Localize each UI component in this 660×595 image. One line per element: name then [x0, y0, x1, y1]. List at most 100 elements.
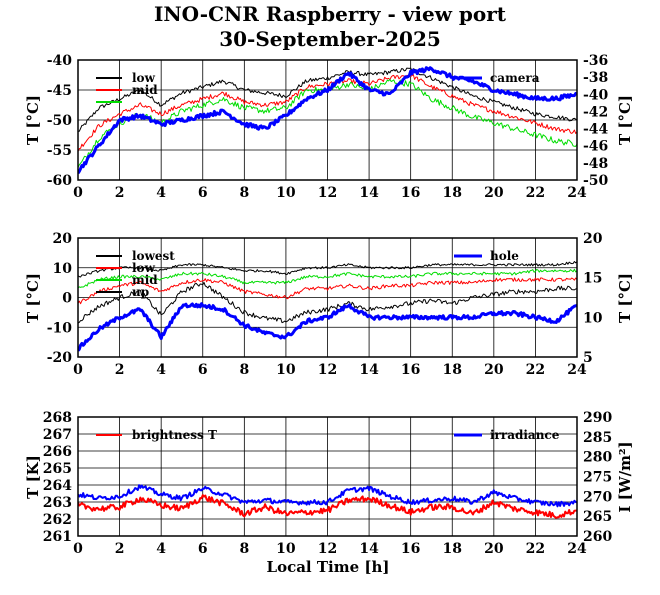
- x-tick-label: 12: [318, 541, 337, 557]
- y-right-tick-label: -40: [583, 87, 609, 103]
- x-tick-label: 22: [526, 541, 545, 557]
- x-tick-label: 2: [115, 362, 125, 378]
- x-tick-label: 24: [567, 185, 587, 201]
- series-line: [78, 281, 577, 324]
- chart-subtitle: 30-September-2025: [219, 27, 441, 51]
- y-right-tick-label: 260: [583, 529, 612, 545]
- y-right-tick-label: 15: [583, 271, 602, 287]
- y-tick-label: 0: [62, 291, 72, 307]
- series-line: [78, 66, 577, 175]
- y-right-tick-label: 5: [583, 350, 593, 366]
- x-tick-label: 6: [198, 541, 208, 557]
- y-tick-label: 262: [43, 512, 72, 528]
- y-tick-label: 266: [43, 444, 72, 460]
- y-right-tick-label: -36: [583, 53, 608, 69]
- x-tick-label: 10: [276, 362, 296, 378]
- y-axis-label: T [°C]: [24, 273, 42, 323]
- y-axis-label: T [°C]: [24, 95, 42, 145]
- x-tick-label: 2: [115, 185, 125, 201]
- panel-camera: 0 2 4 6 8 10 12 14 16 18 20 22 24-60-55-50-45-40-50-…: [24, 53, 634, 201]
- x-tick-label: 24: [567, 362, 587, 378]
- y-tick-label: -40: [47, 53, 73, 69]
- y-right-tick-label: -38: [583, 70, 608, 86]
- plot-frame: [77, 237, 578, 358]
- y-axis-label-right: T [°C]: [616, 273, 634, 323]
- y-right-tick-label: 290: [583, 410, 612, 426]
- x-tick-label: 4: [156, 541, 166, 557]
- y-right-tick-label: 20: [583, 231, 603, 247]
- y-right-tick-label: -48: [583, 156, 608, 172]
- x-tick-label: 6: [198, 362, 208, 378]
- y-tick-label: 267: [43, 427, 72, 443]
- x-tick-label: 8: [239, 541, 249, 557]
- chart-title: INO-CNR Raspberry - view port: [154, 2, 507, 26]
- series-group: [78, 66, 577, 175]
- x-tick-label: 14: [359, 362, 379, 378]
- x-tick-label: 18: [443, 185, 462, 201]
- y-right-tick-label: 10: [583, 310, 603, 326]
- y-right-tick-label: -50: [583, 173, 609, 189]
- legend-label: mid: [132, 273, 158, 287]
- y-tick-label: 261: [43, 529, 72, 545]
- y-tick-label: 265: [43, 461, 72, 477]
- series-line: [78, 494, 577, 519]
- x-tick-label: 22: [526, 185, 545, 201]
- series-group: [78, 261, 577, 352]
- x-tick-label: 8: [239, 185, 249, 201]
- x-tick-label: 12: [318, 185, 337, 201]
- y-axis-label: T [K]: [24, 455, 42, 499]
- legend-label: irradiance: [490, 428, 560, 442]
- y-right-tick-label: -46: [583, 139, 608, 155]
- legend-label: low: [132, 71, 156, 85]
- x-tick-label: 10: [276, 185, 296, 201]
- legend-label: low: [132, 261, 156, 275]
- legend-label: mid: [132, 83, 158, 97]
- y-tick-label: 20: [53, 231, 73, 247]
- x-tick-label: 16: [401, 185, 420, 201]
- x-tick-label: 18: [443, 541, 462, 557]
- x-tick-label: 20: [484, 362, 504, 378]
- y-right-tick-label: -42: [583, 104, 608, 120]
- y-tick-label: -45: [47, 83, 72, 99]
- y-tick-label: 263: [43, 495, 72, 511]
- y-tick-label: 268: [43, 410, 72, 426]
- series-line: [78, 302, 577, 352]
- x-tick-label: 14: [359, 541, 379, 557]
- x-tick-label: 24: [567, 541, 587, 557]
- x-tick-label: 20: [484, 185, 504, 201]
- series-line: [78, 484, 577, 508]
- x-tick-label: 22: [526, 362, 545, 378]
- x-tick-label: 4: [156, 362, 166, 378]
- legend-label: camera: [490, 71, 540, 85]
- plot-frame: [77, 416, 578, 537]
- y-tick-label: -20: [47, 350, 73, 366]
- y-tick-label: -50: [47, 113, 73, 129]
- x-tick-label: 16: [401, 362, 420, 378]
- legend-label: brightness T: [132, 428, 217, 442]
- x-tick-label: 10: [276, 541, 296, 557]
- series-group: [78, 484, 577, 519]
- x-axis-label: Local Time [h]: [267, 558, 390, 576]
- y-right-tick-label: 280: [583, 450, 612, 466]
- x-tick-label: 6: [198, 185, 208, 201]
- y-right-tick-label: 265: [583, 509, 612, 525]
- y-right-tick-label: 285: [583, 430, 612, 446]
- legend-label: hole: [490, 249, 519, 263]
- x-tick-label: 16: [401, 541, 420, 557]
- series-line: [78, 261, 577, 278]
- y-right-tick-label: 275: [583, 470, 612, 486]
- series-line: [78, 67, 577, 132]
- plot-frame: [77, 59, 578, 181]
- legend-label: up: [132, 285, 149, 299]
- panel-hole: 0 2 4 6 8 10 12 14 16 18 20 22 24-20-10010205101520T…: [24, 231, 634, 378]
- y-right-tick-label: -44: [583, 122, 609, 138]
- x-tick-label: 20: [484, 541, 504, 557]
- y-right-tick-label: 270: [583, 489, 612, 505]
- x-tick-label: 0: [73, 185, 83, 201]
- x-tick-label: 0: [73, 362, 83, 378]
- y-axis-label-right: T [°C]: [616, 95, 634, 145]
- y-axis-label-right: I [W/m²]: [616, 441, 634, 512]
- series-line: [78, 74, 577, 152]
- y-tick-label: 10: [53, 261, 73, 277]
